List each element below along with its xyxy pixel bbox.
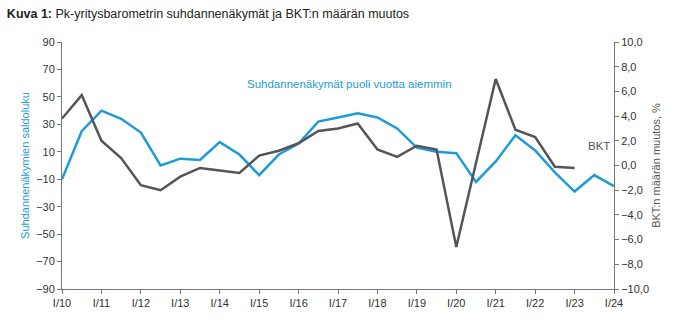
svg-text:30: 30 [43,118,55,130]
svg-text:I/18: I/18 [368,297,386,309]
svg-text:90: 90 [43,36,55,48]
svg-text:10,0: 10,0 [621,36,642,48]
svg-text:−70: −70 [36,255,55,267]
svg-text:−10: −10 [36,173,55,185]
svg-text:8,0: 8,0 [621,61,636,73]
svg-text:I/22: I/22 [526,297,544,309]
svg-text:I/16: I/16 [289,297,307,309]
svg-text:BKT: BKT [588,140,610,152]
svg-text:−8,0: −8,0 [621,258,643,270]
svg-text:I/13: I/13 [171,297,189,309]
svg-text:I/12: I/12 [132,297,150,309]
svg-text:−6,0: −6,0 [621,233,643,245]
svg-text:I/21: I/21 [487,297,505,309]
svg-text:Suhdannenäkymät puoli vuotta a: Suhdannenäkymät puoli vuotta aiemmin [247,78,452,90]
svg-text:Kuva 1: Pk-yritysbarometrin su: Kuva 1: Pk-yritysbarometrin suhdannenäky… [7,7,409,21]
svg-text:I/10: I/10 [53,297,71,309]
svg-text:I/17: I/17 [329,297,347,309]
svg-text:−30: −30 [36,201,55,213]
svg-text:I/15: I/15 [250,297,268,309]
svg-text:I/23: I/23 [565,297,583,309]
svg-text:−2,0: −2,0 [621,184,643,196]
svg-text:Suhdannenäkymien saldoluku: Suhdannenäkymien saldoluku [19,92,31,239]
svg-text:I/19: I/19 [408,297,426,309]
svg-text:BKT:n määrän muutos, %: BKT:n määrän muutos, % [650,103,662,228]
svg-text:2,0: 2,0 [621,135,636,147]
svg-text:50: 50 [43,91,55,103]
svg-text:I/11: I/11 [93,297,111,309]
svg-text:I/24: I/24 [605,297,623,309]
svg-text:I/14: I/14 [211,297,229,309]
svg-text:−10,0: −10,0 [621,283,649,295]
svg-text:4,0: 4,0 [621,110,636,122]
svg-text:−50: −50 [36,228,55,240]
svg-text:6,0: 6,0 [621,85,636,97]
svg-text:10: 10 [43,146,55,158]
svg-text:0,0: 0,0 [621,159,636,171]
svg-text:−4,0: −4,0 [621,209,643,221]
svg-text:I/20: I/20 [447,297,465,309]
svg-text:70: 70 [43,63,55,75]
svg-text:−90: −90 [36,283,55,295]
